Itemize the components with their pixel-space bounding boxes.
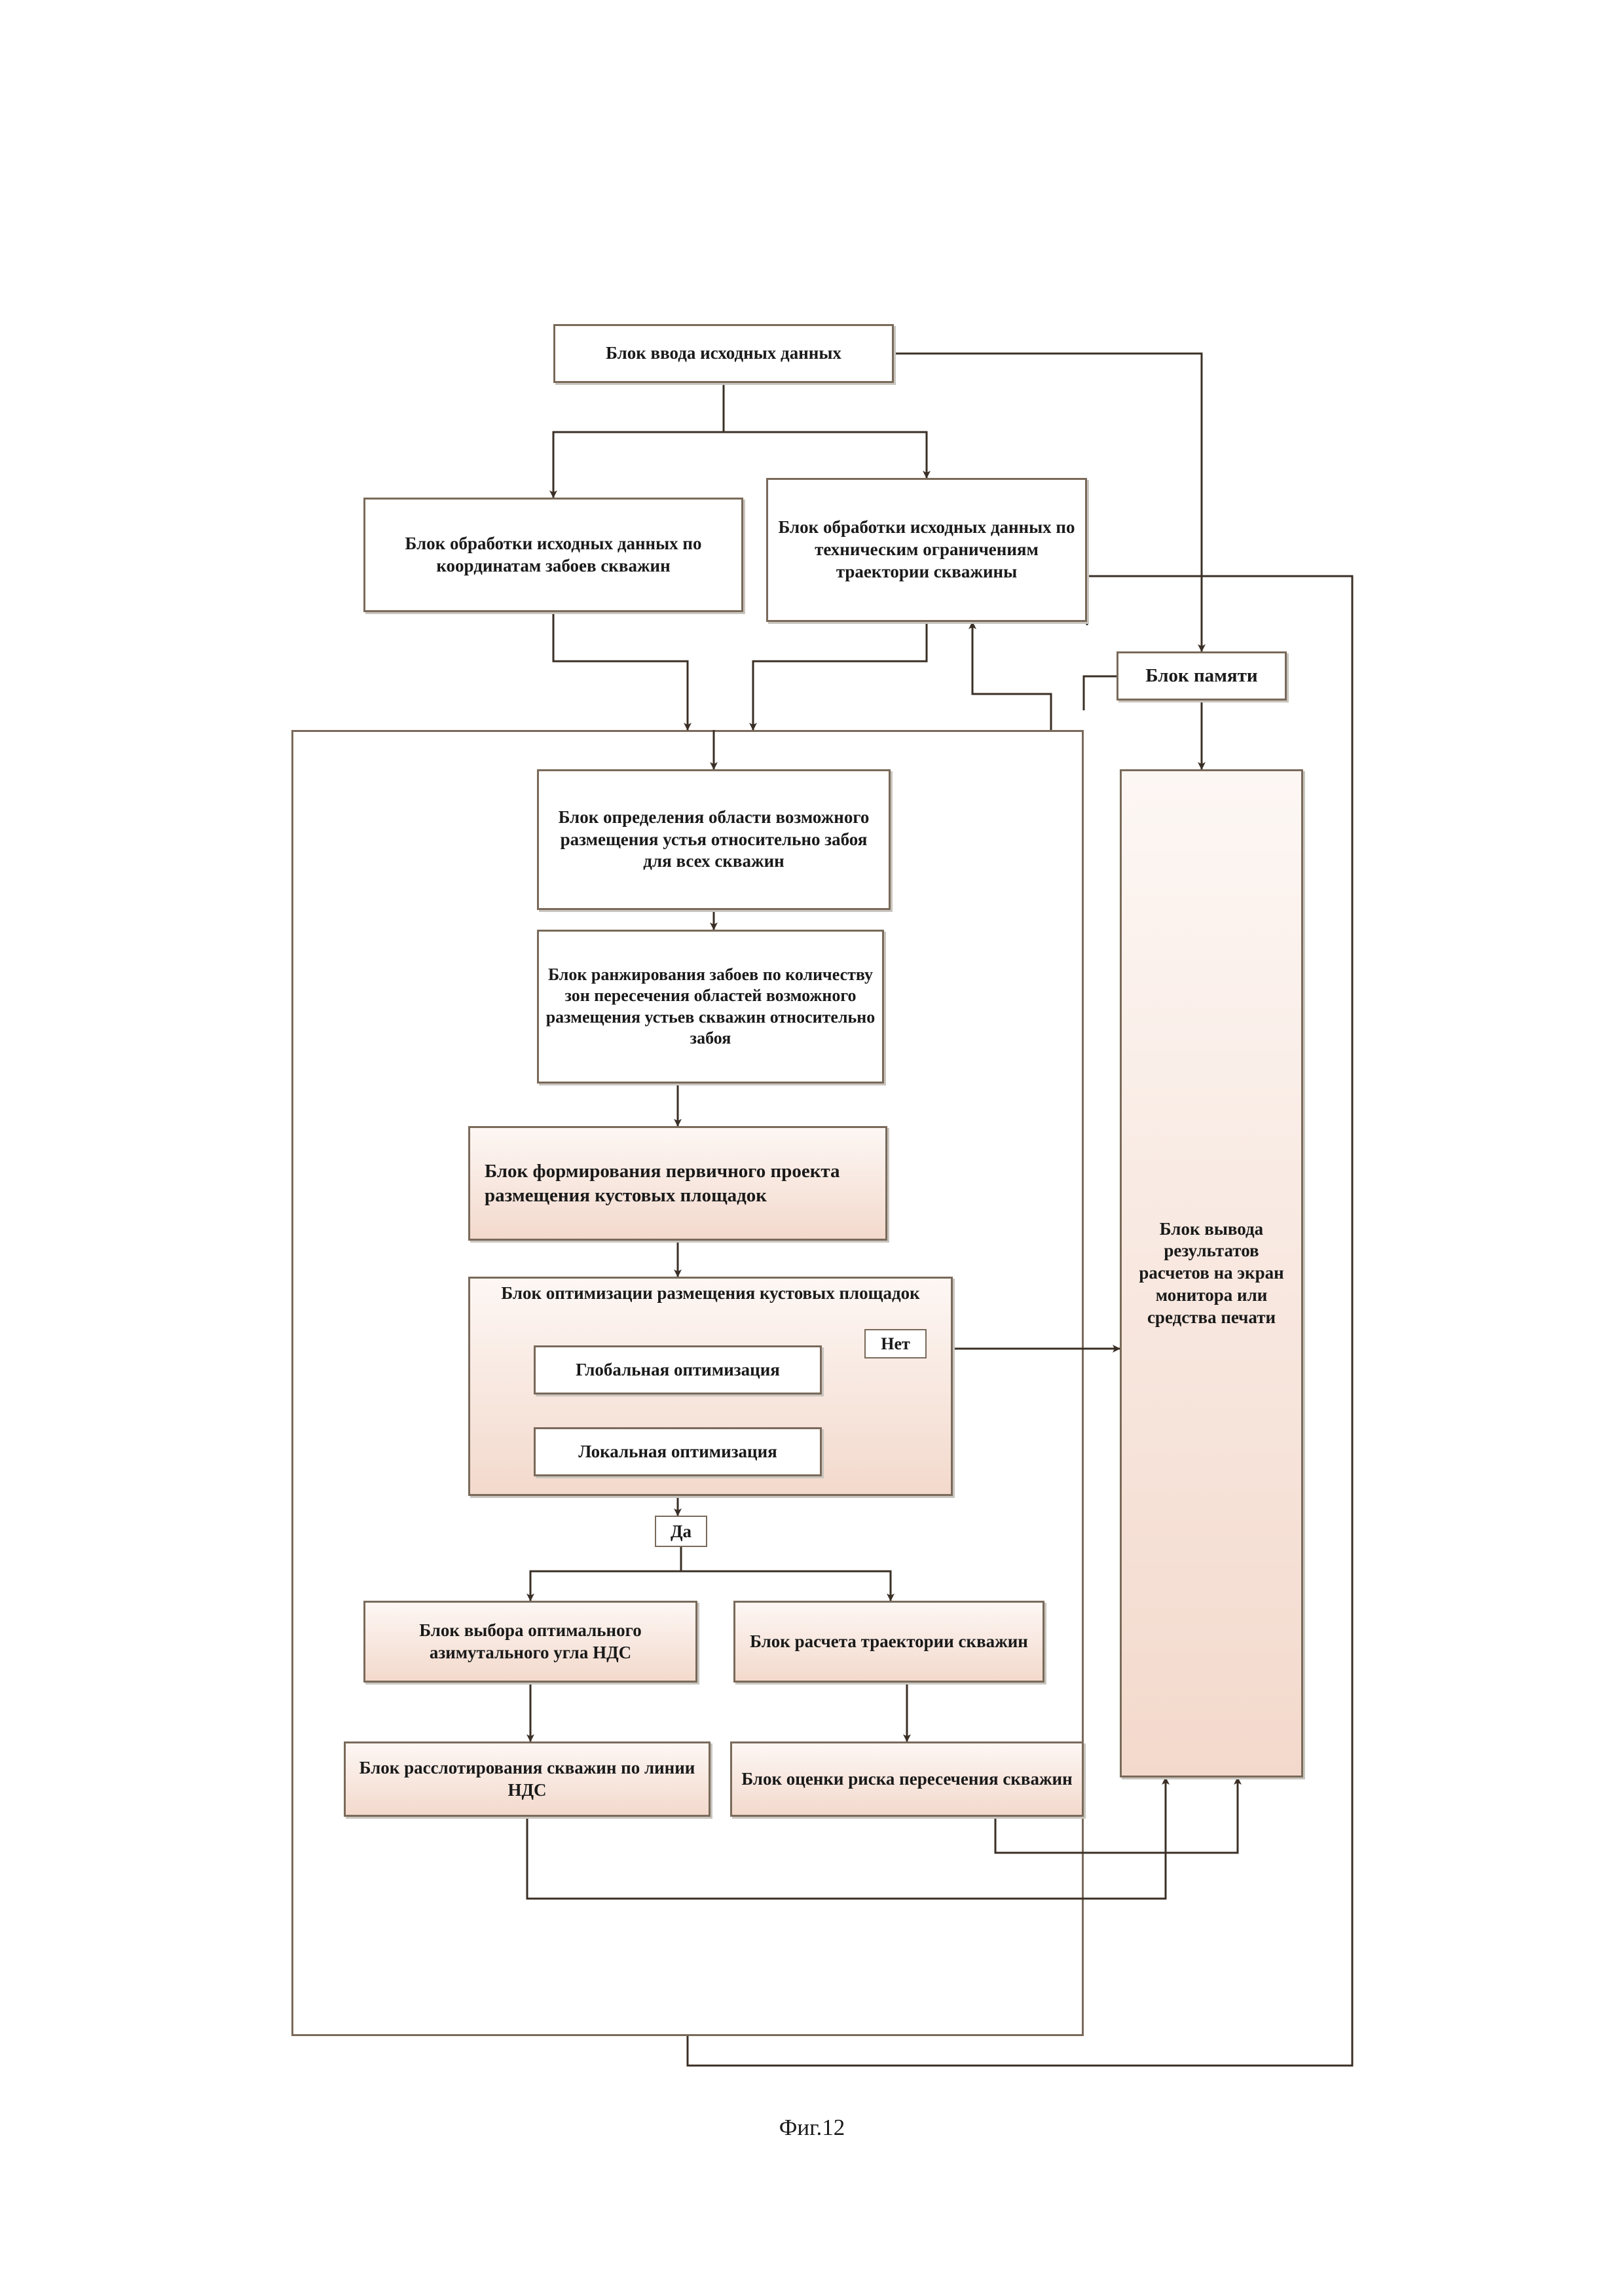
node-label: Блок обработки исходных данных по коорди…: [372, 533, 735, 577]
node-label: Блок ввода исходных данных: [606, 342, 841, 365]
label-no: Нет: [864, 1329, 927, 1358]
node-label: Блок обработки исходных данных по технич…: [775, 517, 1079, 583]
node-region-definition: Блок определения области возможного разм…: [537, 769, 891, 910]
node-label: Блок расчета траектории скважин: [750, 1631, 1028, 1653]
page: Блок ввода исходных данных Блок обработк…: [0, 0, 1624, 2296]
node-label: Блок формирования первичного проекта раз…: [485, 1159, 879, 1207]
node-global-optimization: Глобальная оптимизация: [534, 1345, 822, 1394]
node-label: Блок памяти: [1145, 664, 1257, 687]
node-ranking: Блок ранжирования забоев по количеству з…: [537, 930, 884, 1084]
node-label: Блок ранжирования забоев по количеству з…: [545, 964, 876, 1049]
node-label: Блок расслотирования скважин по линии НД…: [352, 1757, 702, 1802]
node-memory: Блок памяти: [1116, 651, 1287, 701]
label-text: Да: [671, 1522, 692, 1542]
node-local-optimization: Локальная оптимизация: [534, 1427, 822, 1476]
node-output: Блок вывода результатов расчетов на экра…: [1120, 769, 1303, 1777]
node-label: Блок оптимизации размещения кустовых пло…: [470, 1283, 951, 1305]
label-yes: Да: [655, 1516, 707, 1547]
node-tech-constraints: Блок обработки исходных данных по технич…: [766, 478, 1087, 622]
node-label: Блок выбора оптимального азимутального у…: [372, 1620, 689, 1664]
node-azimuth: Блок выбора оптимального азимутального у…: [363, 1601, 697, 1683]
node-label: Блок определения области возможного разм…: [545, 807, 882, 873]
node-label: Блок оценки риска пересечения скважин: [741, 1768, 1072, 1791]
caption-text: Фиг.12: [779, 2115, 845, 2140]
node-label: Глобальная оптимизация: [576, 1359, 780, 1381]
node-label: Блок вывода результатов расчетов на экра…: [1128, 1218, 1295, 1329]
figure-caption: Фиг.12: [0, 2115, 1624, 2141]
node-slotting: Блок расслотирования скважин по линии НД…: [344, 1741, 710, 1817]
label-text: Нет: [881, 1334, 910, 1354]
node-coord-processing: Блок обработки исходных данных по коорди…: [363, 498, 743, 612]
node-trajectory: Блок расчета траектории скважин: [733, 1601, 1044, 1683]
node-risk: Блок оценки риска пересечения скважин: [730, 1741, 1084, 1817]
node-label: Локальная оптимизация: [578, 1441, 777, 1463]
node-primary-project: Блок формирования первичного проекта раз…: [468, 1126, 887, 1241]
node-input-data: Блок ввода исходных данных: [553, 324, 894, 383]
